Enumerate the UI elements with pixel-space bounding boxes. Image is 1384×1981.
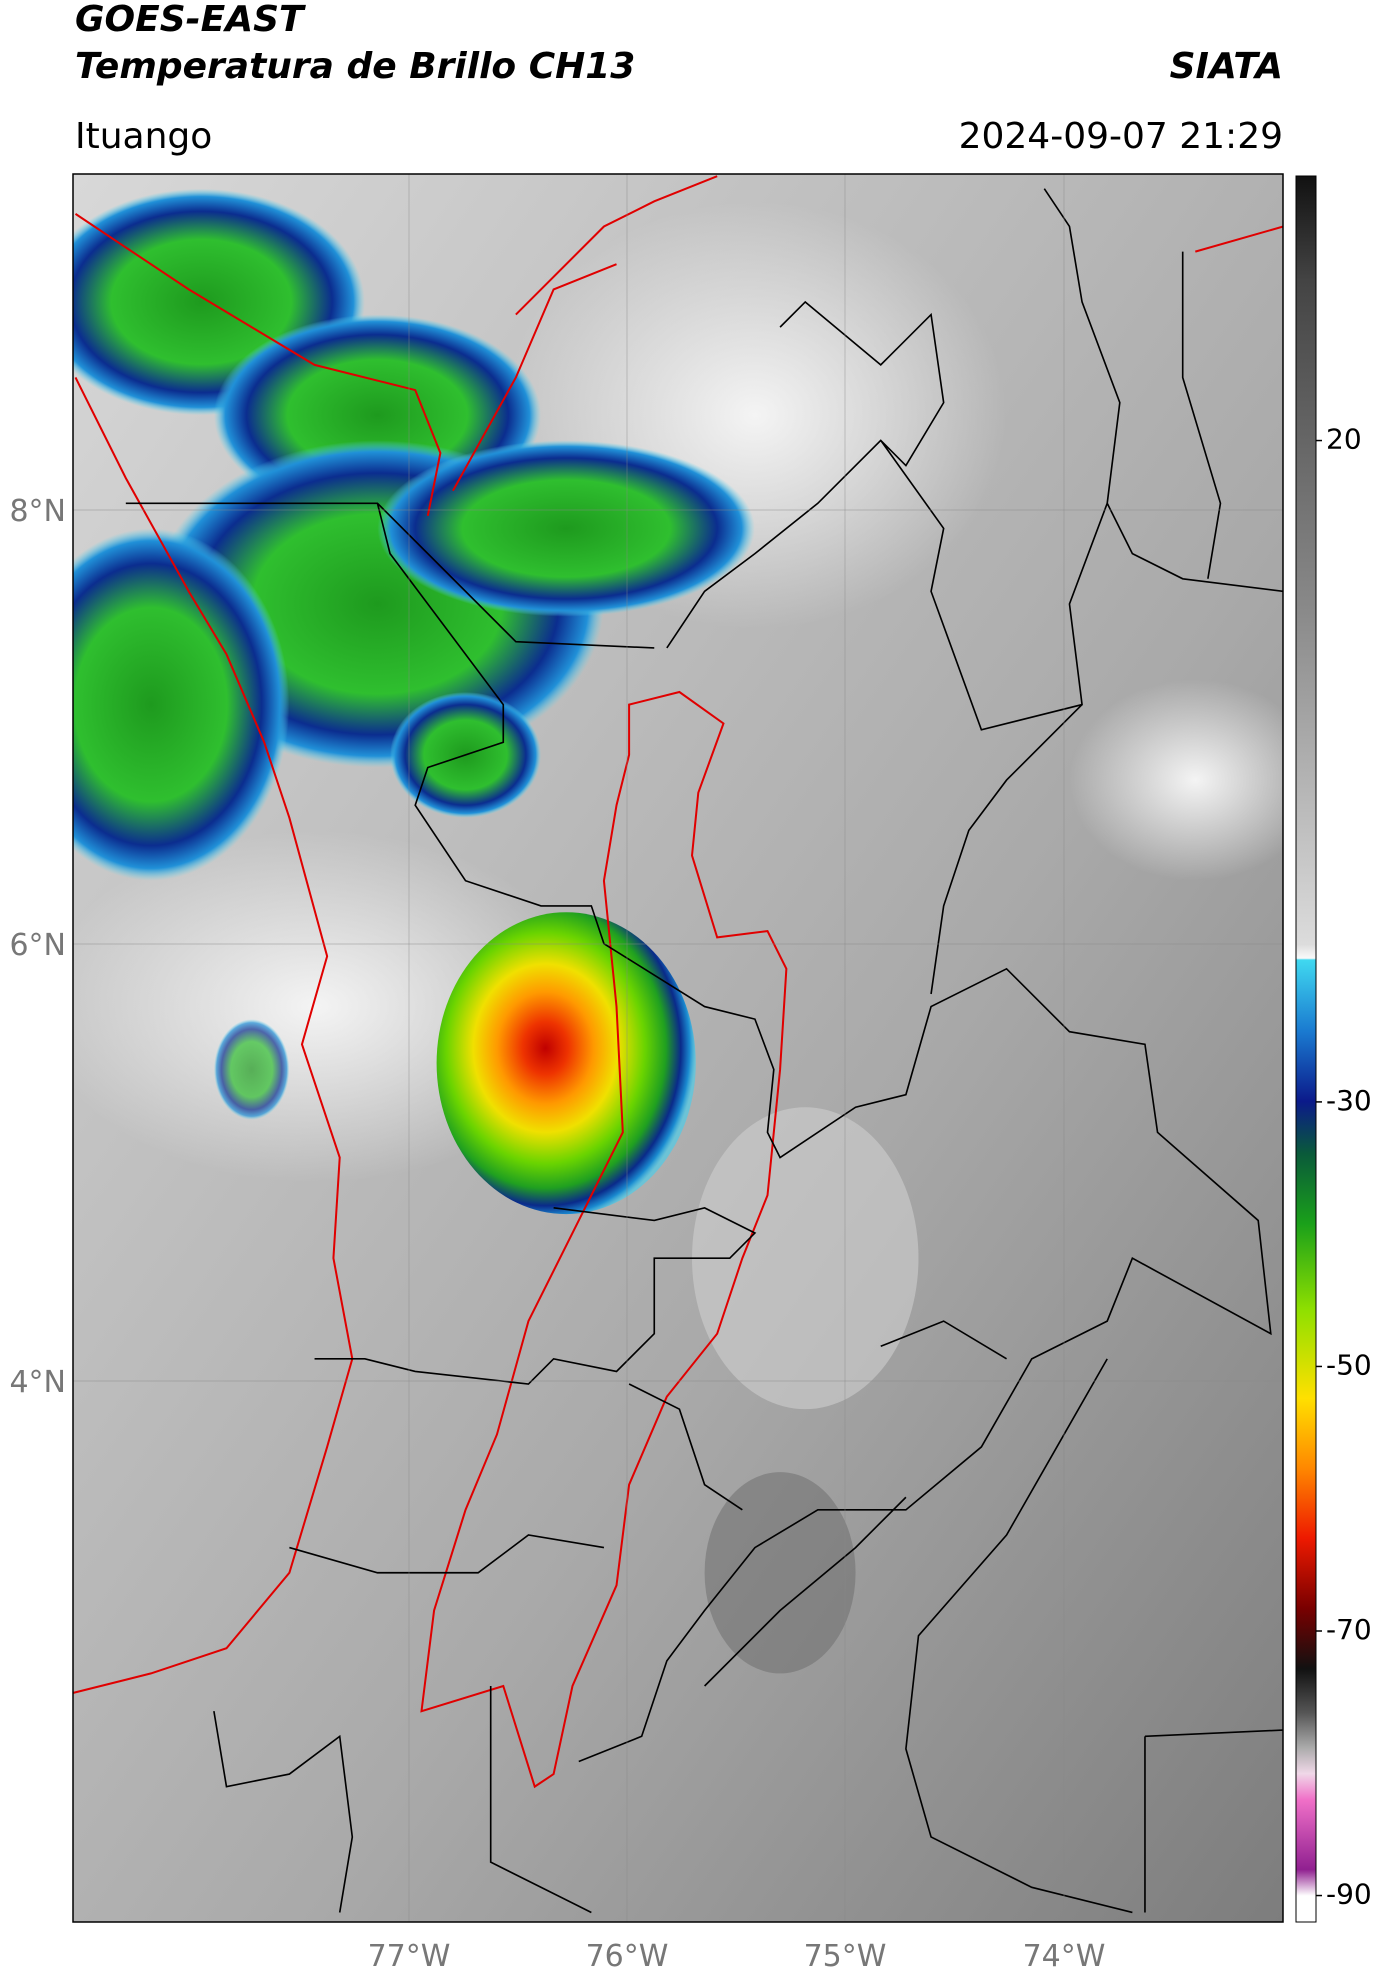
colorbar-tick-label: -30 [1326,1084,1372,1117]
colorbar-tick-label: -70 [1326,1613,1372,1646]
lon-label: 75°W [804,1939,887,1974]
title-line: Temperatura de Brillo CH13 [75,46,635,87]
source: SIATA [1170,46,1283,87]
map-frame [72,173,1284,1923]
lon-label: 76°W [586,1939,669,1974]
lon-label: 77°W [368,1939,451,1974]
colorbar [1295,175,1317,1923]
location: Ituango [75,116,212,157]
lat-label: 4°N [9,1365,66,1400]
colorbar-tick-label: -90 [1326,1878,1372,1911]
lon-label: 74°W [1023,1939,1106,1974]
satellite-map [73,174,1283,1922]
lat-label: 8°N [9,494,66,529]
title-line: GOES-EAST [75,0,306,40]
colorbar-tick-label: 20 [1326,423,1362,456]
datetime: 2024-09-07 21:29 [959,116,1283,157]
lat-label: 6°N [9,928,66,963]
colorbar-tick-label: -50 [1326,1348,1372,1381]
